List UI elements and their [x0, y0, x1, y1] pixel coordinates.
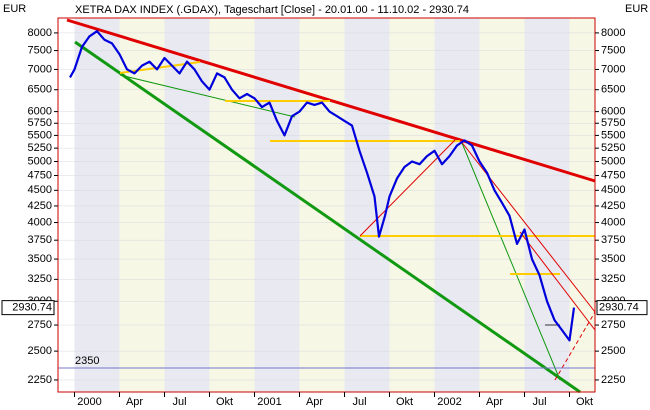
stripe: [389, 18, 435, 392]
y-tick-label: 2750: [28, 319, 52, 331]
y-tick-label: 6000: [28, 106, 52, 118]
y-unit: EUR: [625, 3, 648, 15]
y-tick-label: 5500: [28, 129, 52, 141]
y-tick-label: 6000: [601, 106, 625, 118]
y-tick-label: 4250: [28, 200, 52, 212]
x-tick-label: Jul: [172, 396, 186, 408]
y-tick-label: 6500: [601, 84, 625, 96]
reference-label: 2350: [75, 355, 99, 367]
trend-lines: [58, 18, 596, 394]
price-line: [69, 30, 576, 342]
y-tick-label: 3250: [601, 273, 625, 285]
y-tick-label: 5250: [601, 142, 625, 154]
plot-background: [74, 18, 595, 392]
y-tick-label: 4500: [28, 184, 52, 196]
y-tick-label: 6500: [28, 84, 52, 96]
x-tick-label: Jul: [532, 396, 546, 408]
x-tick-label: 2001: [257, 396, 281, 408]
x-tick-label: 2002: [437, 396, 461, 408]
y-unit: EUR: [3, 3, 26, 15]
x-tick-label: Okt: [396, 396, 413, 408]
x-tick-label: Okt: [576, 396, 593, 408]
y-tick-label: 5000: [28, 155, 52, 167]
stripe: [569, 18, 595, 392]
y-tick-label: 8000: [601, 27, 625, 39]
trend-line: [519, 231, 596, 331]
trend-line: [554, 311, 596, 381]
trend-line: [461, 142, 561, 381]
y-tick-label: 4000: [28, 216, 52, 228]
value-box-label: 2930.74: [599, 302, 639, 314]
trend-line: [66, 18, 596, 183]
y-tick-label: 5250: [28, 142, 52, 154]
y-tick-label: 5750: [601, 117, 625, 129]
y-tick-label: 8000: [28, 27, 52, 39]
y-tick-label: 2500: [601, 345, 625, 357]
x-tick-label: Apr: [486, 396, 503, 408]
trend-line: [74, 40, 581, 394]
y-tick-label: 4750: [601, 169, 625, 181]
y-tick-label: 2250: [601, 374, 625, 386]
stripe: [119, 18, 165, 392]
x-tick-label: Apr: [306, 396, 323, 408]
stripe: [209, 18, 255, 392]
y-tick-label: 4250: [601, 200, 625, 212]
y-tick-label: 3250: [28, 273, 52, 285]
trend-line: [119, 74, 296, 118]
y-tick-label: 2500: [28, 345, 52, 357]
y-tick-label: 5750: [28, 117, 52, 129]
stripe: [254, 18, 300, 392]
y-tick-label: 5500: [601, 129, 625, 141]
stripe: [344, 18, 390, 392]
value-box: [1, 300, 55, 316]
value-box: [596, 300, 648, 316]
stripe: [299, 18, 345, 392]
y-tick-label: 4000: [601, 216, 625, 228]
stripe: [434, 18, 480, 392]
y-tick-label: 7000: [28, 63, 52, 75]
y-tick-label: 5000: [601, 155, 625, 167]
trend-line: [359, 139, 456, 237]
y-tick-label: 7500: [28, 44, 52, 56]
plot-frame: [57, 17, 596, 393]
stripe: [164, 18, 210, 392]
y-tick-label: 3750: [28, 234, 52, 246]
y-tick-label: 7500: [601, 44, 625, 56]
stripe: [524, 18, 570, 392]
y-tick-label: 4750: [28, 169, 52, 181]
value-box-label: 2930.74: [12, 302, 52, 314]
trend-line: [459, 139, 596, 313]
x-tick-label: Okt: [216, 396, 233, 408]
stripe: [74, 18, 120, 392]
y-tick-label: 4500: [601, 184, 625, 196]
y-tick-label: 3750: [601, 234, 625, 246]
y-tick-label: 2250: [28, 374, 52, 386]
y-tick-label: 7000: [601, 63, 625, 75]
x-tick-label: 2000: [77, 396, 101, 408]
x-tick-label: Apr: [126, 396, 143, 408]
y-tick-label: 2750: [601, 319, 625, 331]
chart-title: XETRA DAX INDEX (.GDAX), Tageschart [Clo…: [75, 4, 469, 16]
y-tick-label: 3500: [28, 253, 52, 265]
x-tick-label: Jul: [352, 396, 366, 408]
y-tick-label: 3500: [601, 253, 625, 265]
